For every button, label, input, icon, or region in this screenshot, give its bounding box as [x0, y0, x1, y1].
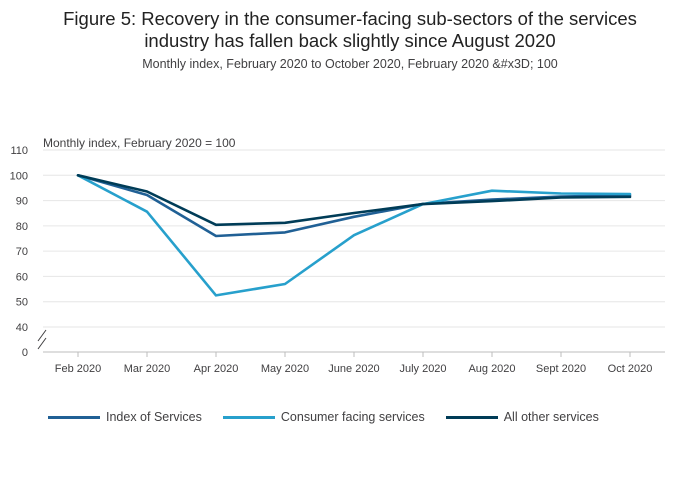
x-tick-label: June 2020 — [328, 363, 379, 375]
y-tick-label: 40 — [16, 322, 28, 334]
y-tick-label: 70 — [16, 246, 28, 258]
y-tick-label: 110 — [10, 145, 28, 157]
x-tick-label: July 2020 — [399, 363, 446, 375]
legend-label: Consumer facing services — [280, 410, 425, 424]
x-tick-label: Oct 2020 — [608, 363, 653, 375]
legend-item[interactable]: Index of Services — [48, 410, 202, 424]
gridlines — [43, 149, 665, 353]
y-tick-label: 80 — [16, 221, 28, 233]
legend-item[interactable]: All other services — [445, 410, 599, 424]
series-lines — [76, 174, 632, 297]
y-tick-label: 0 — [22, 347, 28, 359]
x-tick-label: Sept 2020 — [536, 363, 586, 375]
chart-subtitle: Monthly index, February 2020 to October … — [142, 57, 558, 71]
axis-break-line — [37, 337, 47, 350]
legend-item[interactable]: Consumer facing services — [222, 410, 425, 424]
axis-break-line — [37, 329, 47, 342]
x-tick-label: Apr 2020 — [194, 363, 239, 375]
x-tick-label: Aug 2020 — [468, 363, 515, 375]
legend: Index of Services Consumer facing service… — [48, 409, 620, 425]
axis-break-marker — [37, 329, 47, 350]
y-axis-label: Monthly index, February 2020 = 100 — [43, 136, 236, 150]
legend-swatch — [48, 415, 100, 419]
y-axis-ticks: 0 40 50 60 70 80 90 100 110 — [10, 145, 28, 359]
y-tick-label: 100 — [10, 170, 28, 182]
y-tick-label: 90 — [16, 196, 28, 208]
legend-label: Index of Services — [106, 410, 202, 424]
legend-swatch — [222, 415, 275, 419]
series-line-all-other-services[interactable] — [76, 174, 632, 227]
x-tick-label: May 2020 — [261, 363, 309, 375]
x-axis: Feb 2020 Mar 2020 Apr 2020 May 2020 June 202… — [55, 352, 653, 375]
y-tick-label: 60 — [16, 271, 28, 283]
chart-title-line-1: Figure 5: Recovery in the consumer-facin… — [63, 8, 637, 29]
chart-title-line-2: industry has fallen back slightly since … — [144, 30, 556, 51]
legend-label: All other services — [503, 410, 599, 424]
x-tick-label: Mar 2020 — [124, 363, 170, 375]
legend-swatch — [445, 415, 498, 419]
chart-title: Figure 5: Recovery in the consumer-facin… — [0, 8, 700, 52]
series-line-consumer-facing-services[interactable] — [76, 174, 632, 297]
y-tick-label: 50 — [16, 297, 28, 309]
x-tick-label: Feb 2020 — [55, 363, 101, 375]
